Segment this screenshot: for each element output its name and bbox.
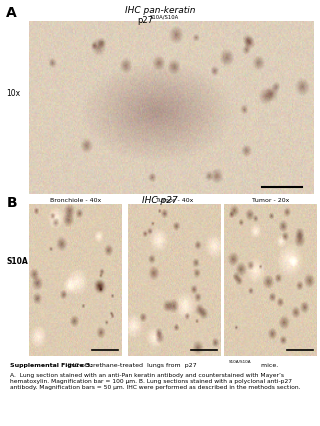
Text: 10x: 10x — [6, 89, 20, 98]
Text: B: B — [6, 196, 17, 210]
Text: Supplemental Figure 3:: Supplemental Figure 3: — [10, 363, 92, 368]
Text: S10A: S10A — [6, 257, 28, 267]
Text: IHC pan-keratin: IHC pan-keratin — [125, 6, 195, 15]
Text: p27: p27 — [138, 16, 154, 25]
Text: Tumor - 20x: Tumor - 20x — [252, 198, 289, 203]
Text: Tumor - 40x: Tumor - 40x — [156, 198, 193, 203]
Text: mice.: mice. — [259, 363, 278, 368]
Text: IHC p27: IHC p27 — [142, 196, 178, 205]
Text: S10A/S10A: S10A/S10A — [150, 14, 179, 20]
Text: Bronchiole - 40x: Bronchiole - 40x — [50, 198, 101, 203]
Text: IHC of urethane-treated  lungs from  p27: IHC of urethane-treated lungs from p27 — [66, 363, 196, 368]
Text: A: A — [6, 6, 17, 20]
Text: S10A/S10A: S10A/S10A — [229, 360, 252, 364]
Text: A.  Lung section stained with an anti-Pan keratin antibody and counterstained wi: A. Lung section stained with an anti-Pan… — [10, 373, 300, 390]
